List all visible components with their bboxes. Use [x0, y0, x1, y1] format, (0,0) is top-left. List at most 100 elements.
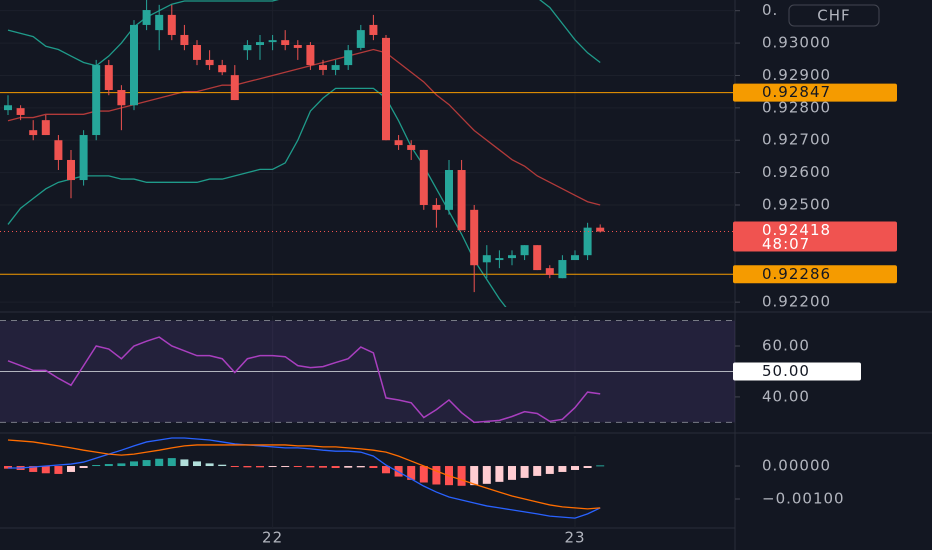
candle-body — [520, 245, 529, 256]
histogram-bar — [407, 466, 416, 480]
histogram-bar — [41, 466, 50, 474]
histogram-bar — [545, 466, 554, 474]
histogram-bar — [268, 466, 277, 468]
x-tick-label: 22 — [262, 529, 283, 547]
candle-body — [67, 159, 75, 181]
histogram-bar — [67, 466, 75, 472]
histogram-bar — [293, 466, 302, 468]
candle-body — [205, 59, 214, 66]
last-price-bg — [733, 221, 897, 252]
indicator-line — [7, 87, 507, 307]
histogram-bar — [167, 458, 176, 467]
histogram-bar — [319, 466, 327, 468]
candle-body — [508, 255, 516, 259]
y-tick-label: 0.92200 — [762, 293, 831, 311]
histogram-bar — [92, 465, 101, 467]
y-tick-label: 40.00 — [762, 387, 810, 405]
y-tick-label: 0.92900 — [762, 66, 831, 84]
candle-body — [558, 260, 567, 279]
histogram-bar — [54, 466, 63, 474]
mid-label: 50.00 — [762, 362, 810, 380]
candle-body — [293, 45, 302, 48]
candle-body — [407, 145, 416, 150]
histogram-bar — [4, 466, 12, 469]
histogram-bar — [193, 461, 201, 467]
histogram-bar — [104, 464, 113, 467]
candle-body — [268, 40, 277, 43]
candle-body — [230, 75, 239, 101]
y-tick-label: 0.92700 — [762, 131, 831, 149]
histogram-bar — [256, 466, 264, 468]
histogram-bar — [382, 466, 390, 474]
candle-body — [54, 140, 63, 160]
histogram-bar — [243, 466, 252, 468]
candle-body — [243, 45, 252, 51]
histogram-bar — [596, 465, 605, 467]
histogram-bar — [230, 466, 239, 468]
candle-body — [281, 40, 290, 46]
candle-body — [117, 90, 126, 106]
histogram-bar — [419, 466, 428, 483]
indicator-line — [7, 0, 601, 67]
histogram-bar — [533, 466, 542, 476]
candle-body — [29, 130, 38, 136]
rsi-pane — [0, 320, 735, 424]
histogram-bar — [130, 461, 138, 467]
candle-body — [79, 135, 88, 181]
histogram-bar — [29, 466, 38, 472]
histogram-bar — [558, 466, 567, 472]
y-tick-label: 0.92600 — [762, 163, 831, 181]
y-tick-label: 60.00 — [762, 337, 810, 355]
candle-body — [369, 24, 378, 35]
histogram-bar — [180, 459, 189, 467]
histogram-bar — [432, 466, 441, 485]
bar-countdown: 48:07 — [762, 235, 810, 253]
histogram-bar — [281, 466, 290, 468]
candle-body — [457, 170, 466, 231]
candle-body — [155, 14, 164, 31]
y-tick-label: 0.92800 — [762, 98, 831, 116]
histogram-bar — [583, 466, 592, 468]
currency-label: CHF — [817, 7, 850, 25]
histogram-bar — [470, 466, 479, 486]
mid-label-bg — [733, 362, 861, 381]
histogram-bar — [155, 458, 164, 467]
last-price-label: 0.92418 — [762, 221, 831, 239]
histogram-bar — [117, 463, 126, 467]
candle-body — [16, 108, 25, 115]
candle-body — [193, 45, 201, 60]
candle-body — [394, 140, 403, 146]
level-label-bg — [733, 83, 897, 102]
histogram-bar — [79, 466, 88, 468]
currency-badge[interactable] — [788, 4, 880, 27]
candle-body — [432, 204, 441, 210]
indicator-line — [7, 48, 601, 206]
candle-body — [495, 258, 504, 261]
histogram-bar — [306, 466, 315, 468]
histogram-bar — [457, 466, 466, 486]
candle-body — [218, 65, 227, 73]
candle-body — [130, 24, 138, 106]
candle-body — [142, 10, 151, 25]
indicator-line — [7, 336, 601, 424]
candle-body — [596, 227, 605, 232]
y-tick-label: −0.00100 — [762, 490, 845, 508]
candle-body — [104, 65, 113, 91]
y-tick-label: 0.93000 — [762, 34, 831, 52]
candle-body — [331, 65, 340, 70]
candle-body — [167, 14, 176, 35]
candle-body — [319, 65, 327, 70]
candle-body — [482, 255, 491, 263]
candle-body — [92, 65, 101, 136]
candle-body — [445, 170, 453, 210]
histogram-bar — [369, 466, 378, 468]
candle-body — [470, 209, 479, 266]
candle-body — [419, 149, 428, 205]
axes: 0. 0.93000 0.92900 0.92800 0.92700 0.92600 0.9… — [262, 1, 897, 547]
candle-body — [571, 255, 579, 261]
histogram-bar — [520, 466, 529, 478]
candle-body — [545, 268, 554, 275]
candle-body — [306, 45, 315, 66]
histogram-bar — [218, 464, 227, 467]
